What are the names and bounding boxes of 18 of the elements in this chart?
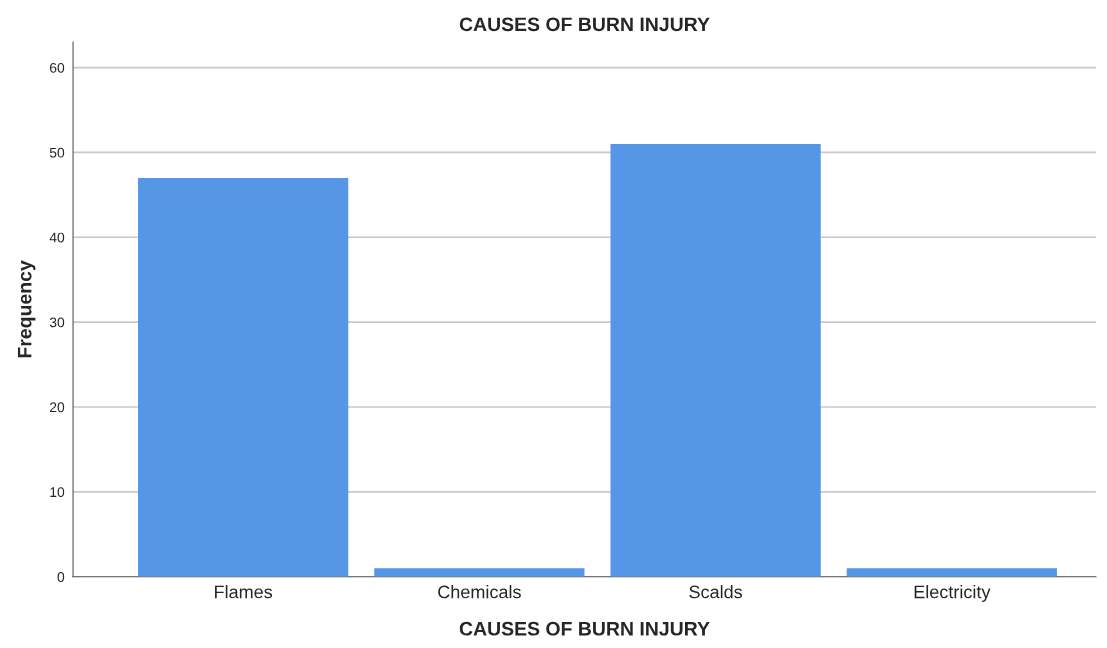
y-axis-title: Frequency [17, 260, 36, 358]
x-axis-title: CAUSES OF BURN INJURY [459, 621, 710, 636]
bar [610, 143, 821, 577]
bar [846, 568, 1057, 577]
y-tick-label: 30 [49, 317, 65, 328]
x-tick-label: Scalds [689, 585, 743, 599]
chart-title: CAUSES OF BURN INJURY [459, 17, 710, 32]
x-tick-label: Electricity [914, 585, 991, 602]
bar [374, 568, 585, 577]
y-tick-label: 40 [49, 232, 65, 243]
y-tick-label: 20 [49, 402, 65, 413]
y-tick-label: 50 [49, 147, 65, 158]
y-tick-label: 0 [57, 572, 65, 582]
y-tick-label: 10 [50, 487, 65, 498]
bar [138, 177, 349, 577]
y-tick-label: 60 [49, 62, 65, 73]
x-tick-label: Chemicals [438, 585, 521, 599]
x-tick-label: Flames [215, 585, 273, 599]
